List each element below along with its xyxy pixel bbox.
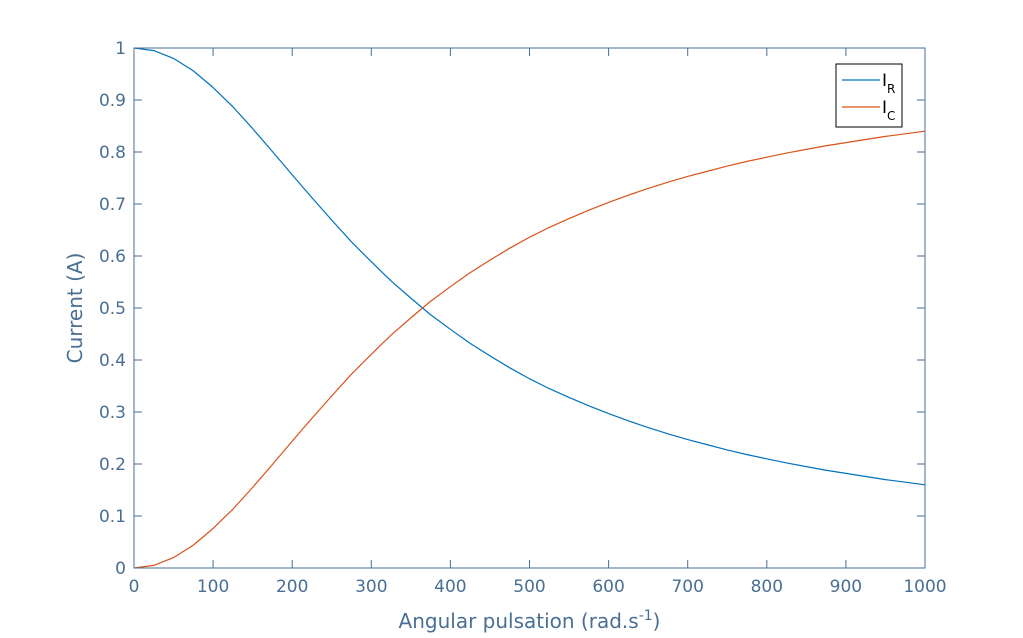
x-axis-label-superscript: -1 (639, 608, 653, 624)
y-tick-label: 0.6 (99, 247, 126, 267)
series-layer (133, 47, 926, 569)
x-tick-label: 1000 (903, 577, 946, 597)
y-axis-label: Current (A) (63, 253, 87, 364)
x-tick-label: 500 (513, 577, 545, 597)
y-tick-label: 0.9 (99, 91, 126, 111)
x-tick-label: 800 (751, 577, 783, 597)
y-tick-label: 0.1 (99, 507, 126, 527)
x-tick-label: 400 (434, 577, 466, 597)
x-tick-label: 0 (129, 577, 140, 597)
y-tick-label: 0.7 (99, 195, 126, 215)
x-tick-label: 200 (276, 577, 308, 597)
x-tick-label: 100 (197, 577, 229, 597)
y-tick-label: 0.3 (99, 403, 126, 423)
series-line-c (133, 130, 926, 569)
x-tick-label: 900 (830, 577, 862, 597)
plot-area (134, 48, 925, 568)
y-tick-label: 0 (115, 559, 126, 579)
legend-label-r: IR (882, 71, 895, 96)
x-tick-label: 600 (592, 577, 624, 597)
x-axis-label-main: Angular pulsation (rad.s (399, 609, 639, 633)
axes-layer: 0 100 200 300 400 500 600 700 800 900 1000 0 0.1 0.2 0… (99, 39, 947, 597)
plot-background (134, 48, 925, 568)
x-axis-label: Angular pulsation (rad.s-1) (399, 608, 661, 633)
series-line-r (133, 47, 926, 486)
y-tick-label: 0.2 (99, 455, 126, 475)
y-tick-label: 0.4 (99, 351, 126, 371)
x-axis-label-suffix: ) (653, 609, 661, 633)
x-tick-label: 700 (671, 577, 703, 597)
legend-box (835, 63, 903, 128)
y-tick-label: 1 (115, 39, 126, 59)
x-tick-label: 300 (355, 577, 387, 597)
y-tick-label: 0.8 (99, 143, 126, 163)
legend-label-c: IC (882, 98, 895, 123)
y-tick-label: 0.5 (99, 299, 126, 319)
